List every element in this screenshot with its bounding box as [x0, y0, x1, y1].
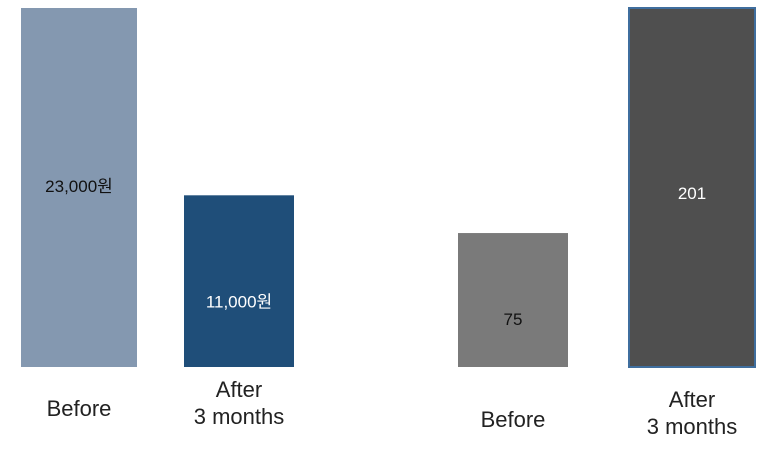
category-label-2-1: Before	[481, 407, 546, 432]
category-label-1-1: Before	[47, 396, 112, 421]
chart-2: 75 Before 201 After 3 months	[458, 7, 756, 439]
data-label-1-2: 11,000원	[206, 292, 272, 311]
bar-2-1	[458, 233, 568, 367]
data-label-1-1: 23,000원	[45, 177, 113, 196]
bar-2-2	[628, 7, 756, 368]
category-label-2-2: After 3 months	[647, 387, 738, 439]
bar-1-2	[184, 195, 294, 367]
bar-1-1	[21, 8, 137, 367]
data-label-2-1: 75	[504, 310, 523, 329]
data-label-2-2: 201	[678, 184, 706, 203]
chart-1: 23,000원 Before 11,000원 After 3 months	[21, 8, 294, 429]
category-label-1-2: After 3 months	[194, 377, 285, 429]
